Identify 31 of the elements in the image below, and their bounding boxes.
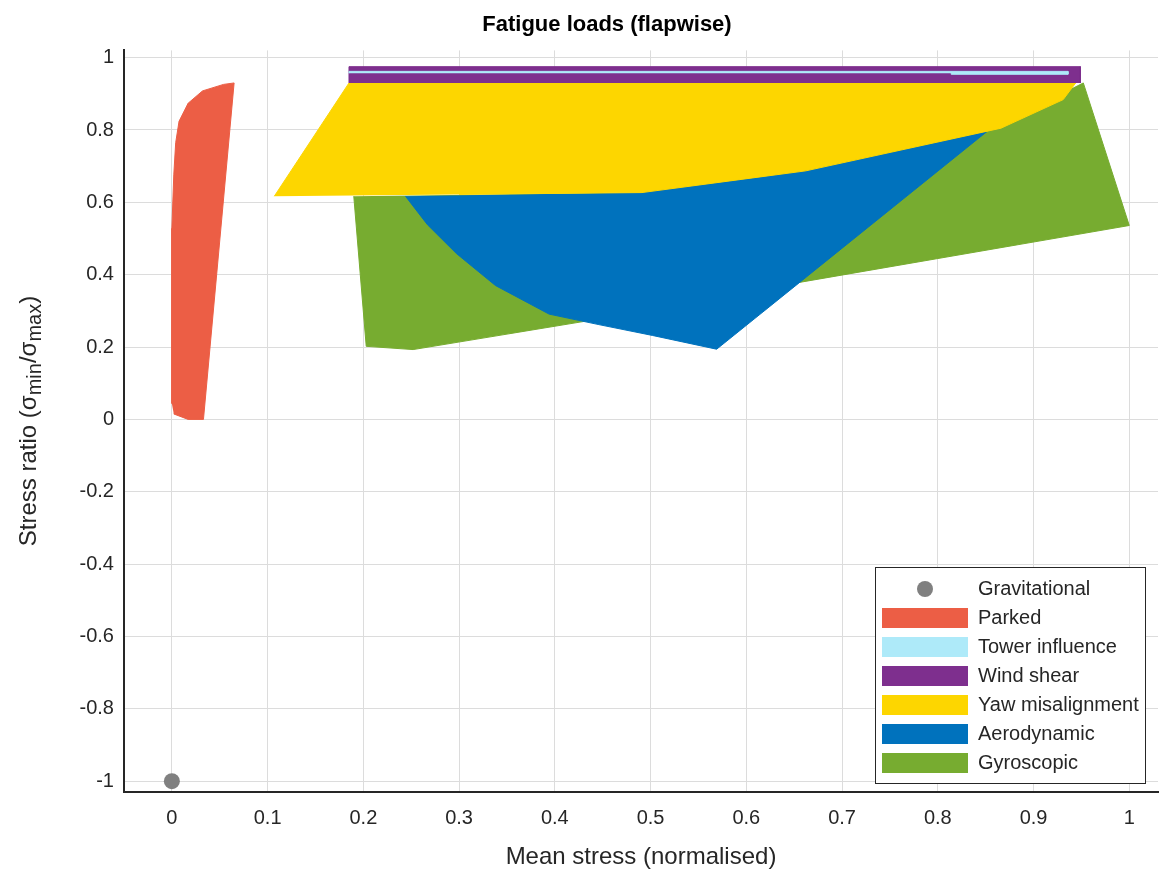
legend-label: Yaw misalignment [978,693,1139,716]
x-tick-label: 0.6 [732,805,761,828]
legend-label: Aerodynamic [978,722,1095,745]
x-axis-title: Mean stress (normalised) [505,842,777,870]
y-tick-label: -0.6 [79,623,114,646]
x-tick-label: 0.4 [540,805,569,828]
y-tick-label: 0.2 [86,334,114,357]
legend-label: Gravitational [978,577,1091,600]
y-tick-label: 0.4 [86,262,114,285]
x-tick-label: 0.2 [349,805,378,828]
x-tick-label: 0 [166,805,178,828]
y-tick-label: 0.8 [86,117,114,140]
legend-label: Tower influence [978,635,1117,658]
x-tick-label: 0.3 [445,805,473,828]
legend-label: Gyroscopic [978,751,1079,774]
y-tick-label: -1 [96,768,114,791]
x-tick-label: 0.5 [636,805,665,828]
x-tick-label: 0.1 [253,805,282,828]
x-tick-label: 0.8 [923,805,952,828]
y-tick-label: 0 [102,406,114,429]
x-tick-label: 0.9 [1019,805,1048,828]
y-tick-label: -0.8 [79,696,114,719]
legend-label: Wind shear [978,664,1080,687]
y-tick-label: 0.6 [86,189,114,212]
x-tick-label: 0.7 [828,805,856,828]
x-tick-label: 1 [1123,805,1135,828]
legend-label: Parked [978,606,1042,629]
y-tick-label: -0.2 [79,479,114,502]
y-tick-label: 1 [102,45,114,68]
chart-title: Fatigue loads (flapwise) [482,11,732,37]
y-tick-label: -0.4 [79,551,114,574]
